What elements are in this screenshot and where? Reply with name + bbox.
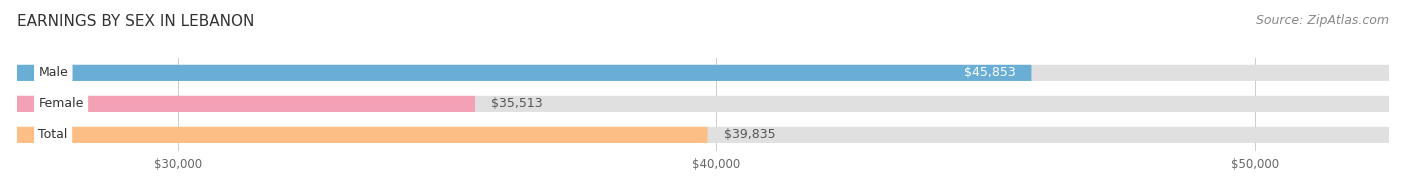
Text: Source: ZipAtlas.com: Source: ZipAtlas.com: [1256, 14, 1389, 27]
FancyBboxPatch shape: [17, 96, 475, 112]
FancyBboxPatch shape: [17, 127, 707, 143]
Text: Male: Male: [38, 66, 67, 79]
FancyBboxPatch shape: [17, 96, 1389, 112]
Text: Total: Total: [38, 128, 67, 141]
Text: Female: Female: [38, 97, 84, 110]
Text: $35,513: $35,513: [491, 97, 543, 110]
FancyBboxPatch shape: [17, 65, 1389, 81]
Text: $39,835: $39,835: [724, 128, 775, 141]
FancyBboxPatch shape: [17, 65, 1032, 81]
Text: EARNINGS BY SEX IN LEBANON: EARNINGS BY SEX IN LEBANON: [17, 14, 254, 29]
FancyBboxPatch shape: [17, 127, 1389, 143]
Text: $45,853: $45,853: [963, 66, 1015, 79]
